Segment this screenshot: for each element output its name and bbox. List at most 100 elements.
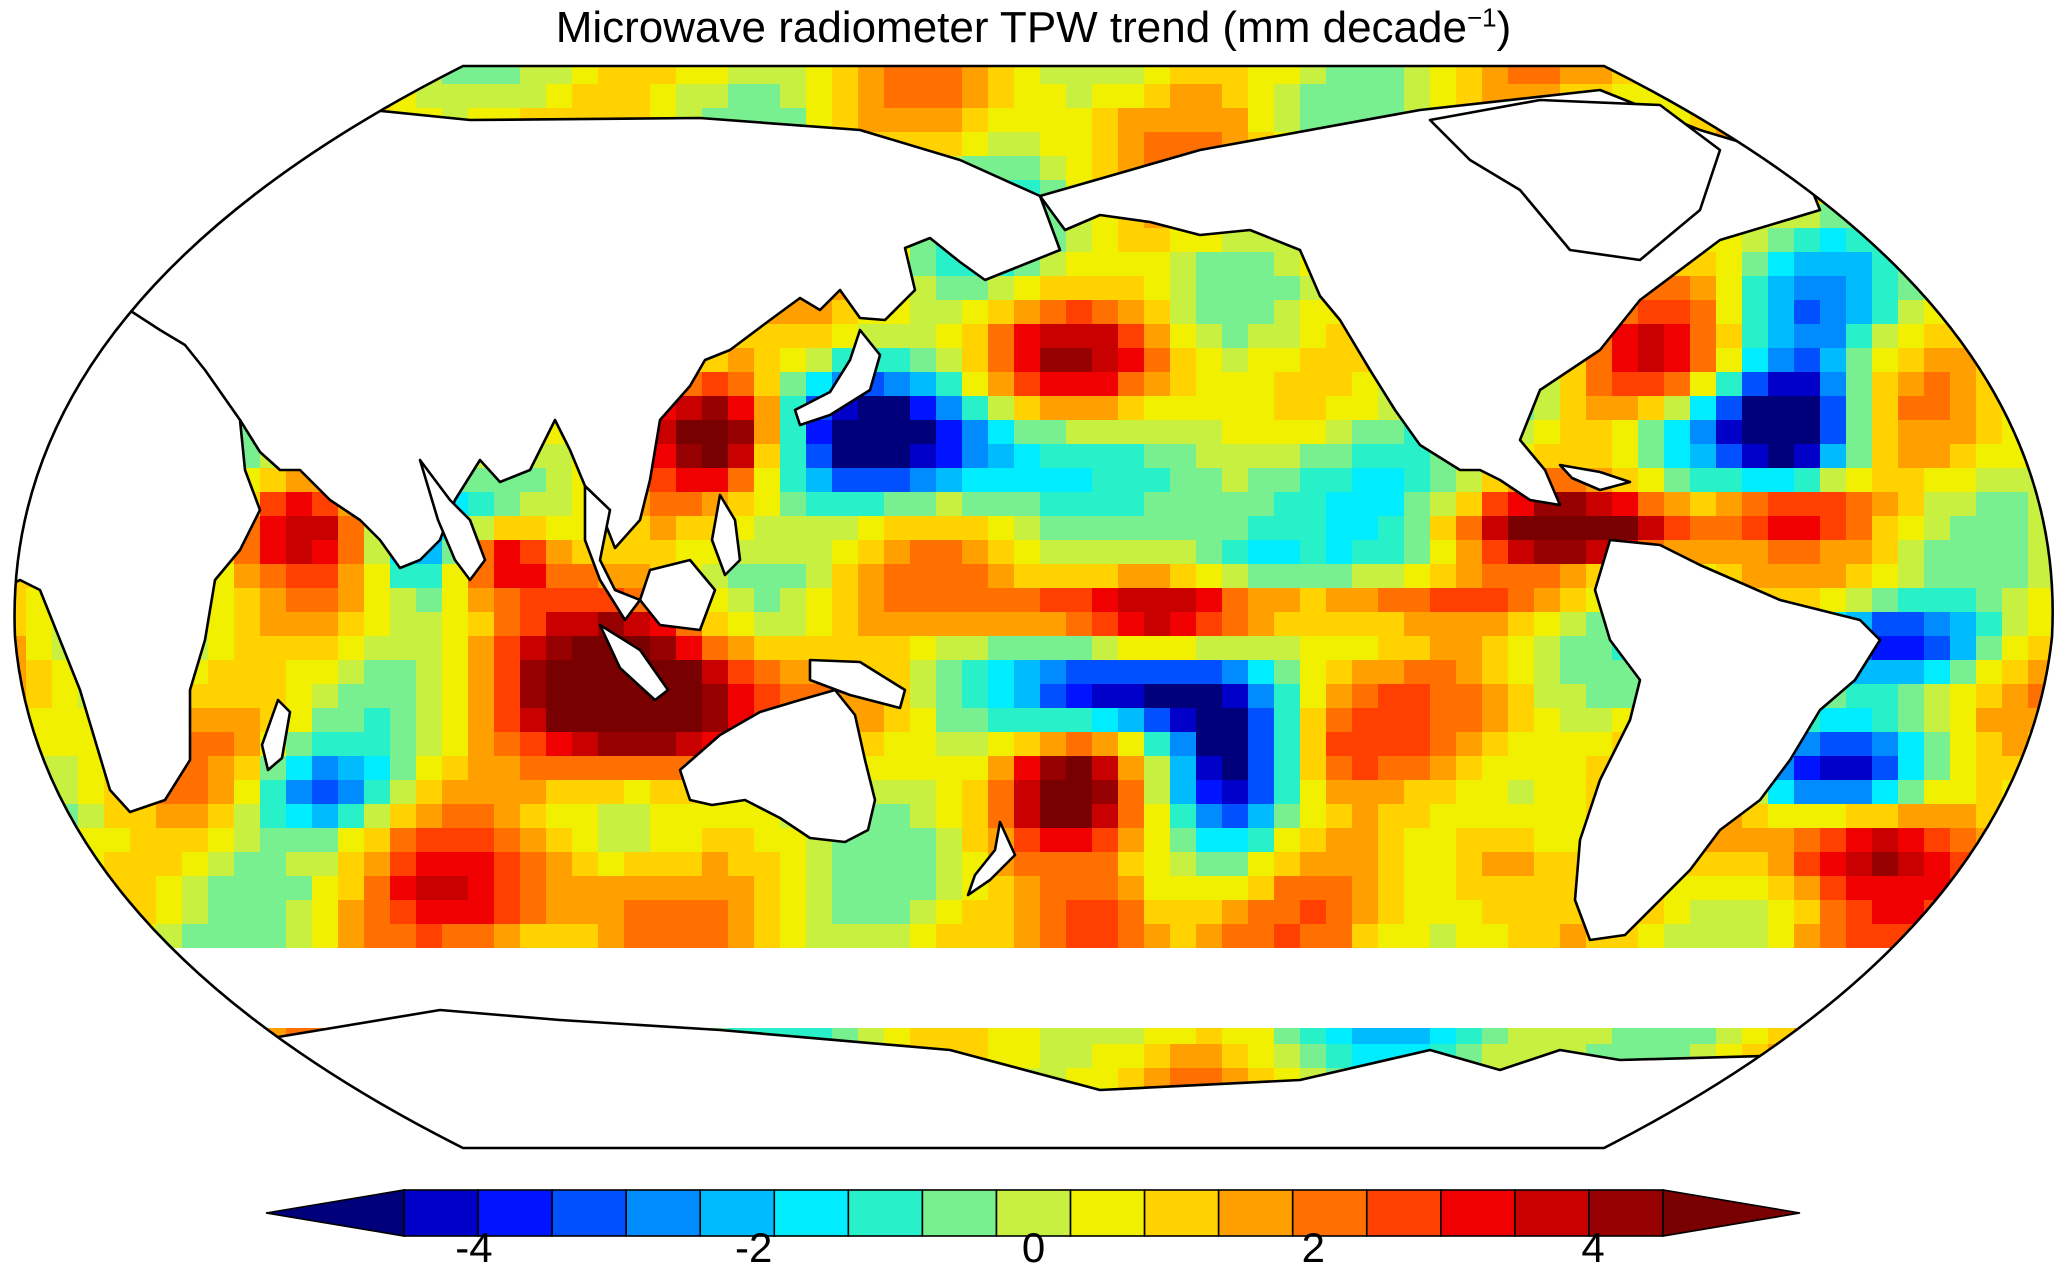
trend-cell <box>442 84 469 109</box>
trend-cell <box>754 66 781 85</box>
colorbar-cell <box>1217 1189 1294 1237</box>
trend-cell <box>1378 66 1405 85</box>
trend-cell <box>1118 132 1145 157</box>
trend-cell <box>1014 132 1041 157</box>
trend-cell <box>1222 108 1249 133</box>
trend-cell <box>1404 66 1431 85</box>
trend-cell <box>858 84 885 109</box>
trend-cell <box>1066 84 1093 109</box>
trend-cell <box>520 84 547 109</box>
trend-cell <box>1092 228 1119 253</box>
trend-cell <box>676 84 703 109</box>
trend-cell <box>936 84 963 109</box>
trend-cell <box>1144 108 1171 133</box>
trend-cell <box>1586 66 1613 85</box>
trend-cell <box>1274 66 1301 85</box>
trend-cell <box>962 66 989 85</box>
trend-cell <box>1092 132 1119 157</box>
colorbar-tick-label: -4 <box>455 1224 492 1263</box>
trend-cell <box>1092 84 1119 109</box>
trend-cell <box>884 66 911 85</box>
trend-cell <box>1040 108 1067 133</box>
trend-cell <box>1092 108 1119 133</box>
trend-cell <box>1326 66 1353 85</box>
colorbar-tick-label: 2 <box>1302 1224 1325 1263</box>
trend-cell <box>1040 156 1067 181</box>
colorbar-cell <box>921 1189 998 1237</box>
trend-cell <box>806 84 833 109</box>
trend-cell <box>1014 108 1041 133</box>
trend-cell <box>650 66 677 85</box>
trend-cell <box>1196 84 1223 109</box>
trend-cell <box>1300 66 1327 85</box>
colorbar-min-arrow <box>265 1189 405 1237</box>
trend-cell <box>1404 84 1431 109</box>
trend-cell <box>1352 66 1379 85</box>
trend-cell <box>1066 132 1093 157</box>
colorbar-tick-label: -2 <box>735 1224 772 1263</box>
colorbar-tick-label: 0 <box>1022 1224 1045 1263</box>
colorbar-cell <box>1365 1189 1442 1237</box>
trend-cell <box>1144 132 1171 157</box>
trend-cell <box>962 132 989 157</box>
trend-cell <box>1066 156 1093 181</box>
trend-cell <box>1144 66 1171 85</box>
trend-cell <box>858 66 885 85</box>
colorbar-cell <box>773 1189 850 1237</box>
trend-cell <box>754 84 781 109</box>
trend-cell <box>1118 66 1145 85</box>
trend-cell <box>1066 108 1093 133</box>
trend-cell <box>1040 66 1067 85</box>
colorbar-cell <box>1143 1189 1220 1237</box>
trend-cell <box>1820 228 1847 253</box>
trend-cell <box>702 84 729 109</box>
trend-cell <box>598 84 625 109</box>
trend-cell <box>962 108 989 133</box>
trend-cell <box>1326 84 1353 109</box>
trend-cell <box>910 252 937 277</box>
colorbar-cell <box>551 1189 627 1237</box>
trend-cell <box>520 66 547 85</box>
trend-cell <box>858 108 885 133</box>
colorbar-cell <box>1069 1189 1146 1237</box>
trend-cell <box>1144 84 1171 109</box>
trend-cell <box>1066 252 1093 277</box>
trend-cell <box>780 66 807 85</box>
trend-cell <box>1040 132 1067 157</box>
trend-cell <box>1066 66 1093 85</box>
trend-cell <box>494 84 521 109</box>
trend-cell <box>910 66 937 85</box>
trend-cell <box>1352 84 1379 109</box>
trend-cell <box>1560 66 1587 85</box>
trend-cell <box>494 66 521 85</box>
trend-cell <box>1014 156 1041 181</box>
trend-cell <box>884 84 911 109</box>
trend-cell <box>546 66 573 85</box>
trend-cell <box>1196 66 1223 85</box>
trend-cell <box>988 66 1015 85</box>
trend-cell <box>1170 108 1197 133</box>
trend-cell <box>1274 108 1301 133</box>
trend-cell <box>728 84 755 109</box>
trend-cell <box>884 108 911 133</box>
trend-cell <box>1170 66 1197 85</box>
trend-cell <box>624 66 651 85</box>
trend-cell <box>988 84 1015 109</box>
trend-cell <box>1118 228 1145 253</box>
colorbar-cell <box>847 1189 924 1237</box>
trend-cell <box>702 66 729 85</box>
map-title: Microwave radiometer TPW trend (mm decad… <box>0 0 2067 56</box>
trend-cell <box>910 108 937 133</box>
trend-cell <box>910 84 937 109</box>
colorbar-cell <box>1440 1189 1516 1237</box>
trend-cell <box>962 84 989 109</box>
trend-cell <box>1248 84 1275 109</box>
trend-cell <box>1170 84 1197 109</box>
trend-cell <box>1118 84 1145 109</box>
trend-cell <box>1144 228 1171 253</box>
trend-cell <box>1274 84 1301 109</box>
colorbar-cell <box>625 1189 702 1237</box>
trend-cell <box>1040 84 1067 109</box>
